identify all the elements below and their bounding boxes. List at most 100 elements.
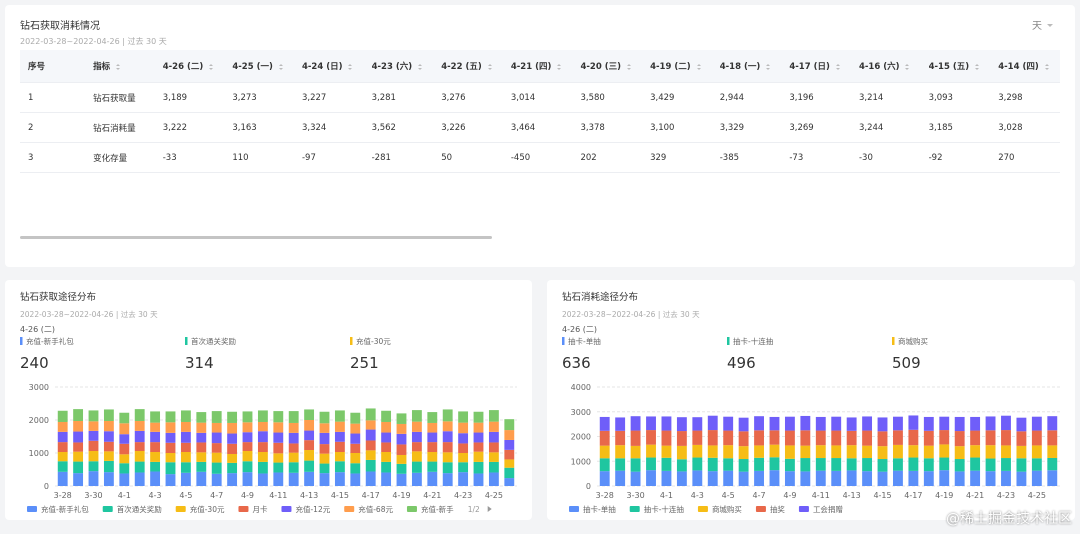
column-header[interactable]: 4-17 (日) <box>781 50 851 83</box>
column-header[interactable]: 4-25 (一) <box>224 50 294 83</box>
bar-segment <box>738 459 749 472</box>
sort-icon[interactable] <box>418 63 423 71</box>
bar-segment <box>893 430 903 445</box>
bar-segment <box>846 470 857 486</box>
bar-segment <box>1016 471 1027 486</box>
sort-icon[interactable] <box>116 63 121 71</box>
bar-segment <box>754 445 764 458</box>
bar-segment <box>615 445 626 459</box>
sort-icon[interactable] <box>1044 63 1049 71</box>
bar-segment <box>227 462 238 474</box>
bar-segment <box>831 430 842 446</box>
bar-segment <box>939 430 950 445</box>
table-cell: -97 <box>293 142 364 173</box>
bar-segment <box>88 421 99 431</box>
bar-segment <box>88 410 99 422</box>
bar-segment <box>257 410 268 422</box>
bar-segment <box>411 442 422 452</box>
sort-icon[interactable] <box>835 63 840 71</box>
bar-segment <box>661 416 672 431</box>
bar-segment <box>242 451 253 462</box>
bar-segment <box>427 432 438 443</box>
scrollbar[interactable] <box>20 236 492 239</box>
chart-subtitle: 2022-03-28~2022-04-26 | 过去 30 天 <box>562 309 700 319</box>
legend-label: 月卡 <box>252 504 267 514</box>
kpi-value: 251 <box>350 354 379 372</box>
granularity-select[interactable]: 天 <box>1032 17 1053 32</box>
bar-segment <box>488 421 499 432</box>
table-wrap: 序号 指标 4-26 (二) 4-25 (一) 4-24 (日) 4-23 (六) 4-22… <box>20 50 1060 173</box>
bar-segment <box>134 409 145 421</box>
bar-segment <box>396 433 407 445</box>
x-tick-label: 3-30 <box>84 491 102 500</box>
table-cell: 3,196 <box>781 82 851 113</box>
kpi-value: 509 <box>892 354 921 372</box>
bar-segment <box>1001 470 1011 486</box>
bar-segment <box>862 458 873 472</box>
column-header[interactable]: 4-16 (六) <box>850 50 921 83</box>
sort-icon[interactable] <box>348 63 353 71</box>
bar-segment <box>304 420 315 431</box>
column-header[interactable]: 4-15 (五) <box>920 50 991 83</box>
table-cell: 3,226 <box>433 112 503 143</box>
sort-icon[interactable] <box>278 63 283 71</box>
bar-segment <box>103 431 114 442</box>
column-header[interactable]: 4-19 (二) <box>642 50 712 83</box>
bar-segment <box>288 452 299 463</box>
sort-icon[interactable] <box>209 63 214 71</box>
bar-segment <box>73 473 84 486</box>
column-header[interactable]: 4-18 (一) <box>711 50 782 83</box>
column-header[interactable]: 4-23 (六) <box>363 50 434 83</box>
bar-segment <box>599 430 610 446</box>
bar-segment <box>288 432 299 444</box>
bar-segment <box>350 412 361 424</box>
bar-segment <box>815 430 826 446</box>
sort-icon[interactable] <box>975 63 980 71</box>
column-header[interactable]: 4-20 (三) <box>572 50 643 83</box>
table-cell: 钻石消耗量 <box>85 112 155 143</box>
bar-segment <box>738 431 749 447</box>
bar-segment <box>985 445 996 459</box>
sort-icon[interactable] <box>487 63 492 71</box>
sort-icon[interactable] <box>766 63 771 71</box>
bar-segment <box>815 470 826 486</box>
bar-segment <box>784 471 795 486</box>
bar-segment <box>196 412 207 423</box>
bar-segment <box>427 422 438 433</box>
bar-segment <box>473 473 484 486</box>
sort-icon[interactable] <box>905 63 910 71</box>
sort-icon[interactable] <box>626 63 631 71</box>
bar-segment <box>180 431 191 443</box>
legend-next[interactable] <box>487 506 492 512</box>
column-header[interactable]: 4-14 (四) <box>990 50 1060 83</box>
bar-segment <box>862 445 873 459</box>
sort-icon[interactable] <box>696 63 701 71</box>
bar-segment <box>908 429 919 446</box>
bar-segment <box>442 462 453 474</box>
kpi-name: 首次通关奖励 <box>191 336 236 346</box>
bar-segment <box>970 470 981 486</box>
bar-segment <box>273 442 284 454</box>
legend-label: 抽卡-单抽 <box>583 504 616 514</box>
legend-swatch <box>238 506 249 512</box>
legend-swatch <box>406 506 417 512</box>
bar-segment <box>473 442 484 452</box>
bar-segment <box>150 452 161 462</box>
column-header[interactable]: 4-22 (五) <box>433 50 503 83</box>
kpi-value: 636 <box>562 354 591 372</box>
column-header[interactable]: 4-26 (二) <box>154 50 225 83</box>
bar-segment <box>893 458 903 471</box>
bar-segment <box>738 417 749 432</box>
bar-segment <box>411 421 422 432</box>
bar-segment <box>769 430 780 445</box>
bar-segment <box>831 458 842 471</box>
bar-segment <box>784 458 795 472</box>
bar-segment <box>396 413 407 424</box>
column-header[interactable]: 4-21 (四) <box>502 50 573 83</box>
bar-segment <box>73 409 84 421</box>
column-header[interactable]: 4-24 (日) <box>293 50 364 83</box>
bar-segment <box>846 458 857 471</box>
bar-segment <box>288 422 299 433</box>
bar-segment <box>954 471 965 486</box>
sort-icon[interactable] <box>557 63 562 71</box>
